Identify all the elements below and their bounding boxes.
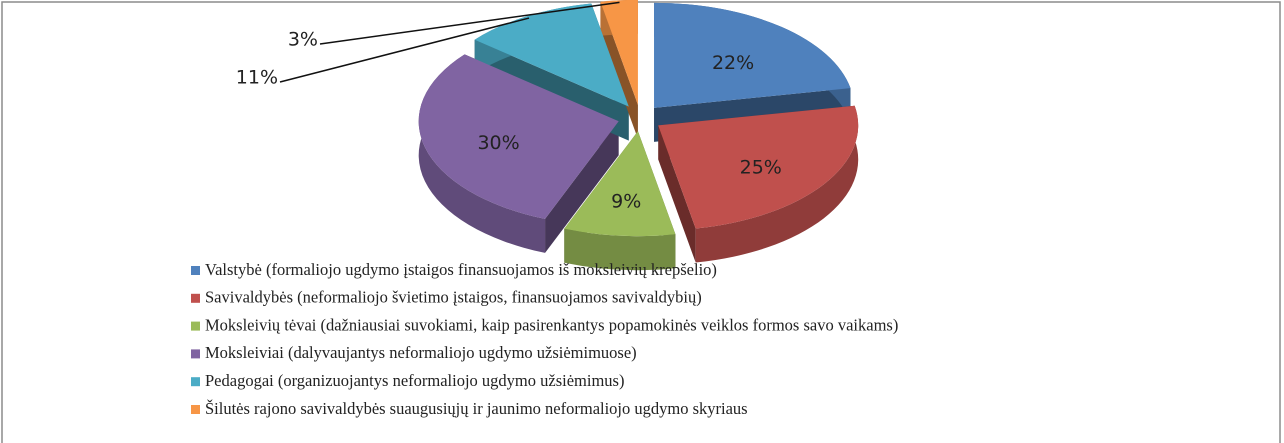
legend-label: Pedagogai (organizuojantys neformaliojo … — [205, 371, 624, 390]
slice-side — [654, 2, 851, 142]
slice-wall — [564, 228, 676, 271]
slice-wall — [695, 105, 859, 263]
legend-swatch — [191, 377, 200, 387]
legend-swatch — [191, 266, 200, 275]
legend-swatch — [191, 405, 200, 414]
legend-label: Šilutės rajono savivaldybės suaugusiųjų … — [205, 399, 748, 418]
pie-slice — [600, 0, 638, 105]
data-label: 25% — [740, 157, 782, 179]
data-label: 9% — [611, 190, 641, 212]
data-label: 22% — [712, 52, 754, 74]
legend-label: Moksleiviai (dalyvaujantys neformaliojo … — [205, 343, 637, 362]
legend-swatch — [191, 293, 200, 303]
leader-line — [319, 1, 620, 45]
data-label: 3% — [288, 29, 318, 51]
slice-wall — [418, 54, 546, 253]
pie-slice — [658, 105, 859, 229]
pie-slice — [474, 3, 629, 107]
legend-label: Valstybė (formaliojo ugdymo įstaigos fin… — [205, 260, 717, 279]
legend-swatch — [191, 321, 200, 331]
pie-slice — [654, 2, 851, 108]
data-label: 11% — [236, 67, 278, 89]
legend-label: Moksleivių tėvai (dažniausiai suvokiami,… — [205, 315, 898, 334]
slice-side — [474, 3, 629, 141]
data-label: 30% — [477, 132, 519, 154]
leader-line — [279, 17, 530, 83]
legend-label: Savivaldybės (neformaliojo švietimo įsta… — [205, 288, 702, 307]
pie-slice — [418, 54, 619, 219]
pie-slice — [564, 131, 676, 237]
legend-swatch — [191, 349, 200, 359]
